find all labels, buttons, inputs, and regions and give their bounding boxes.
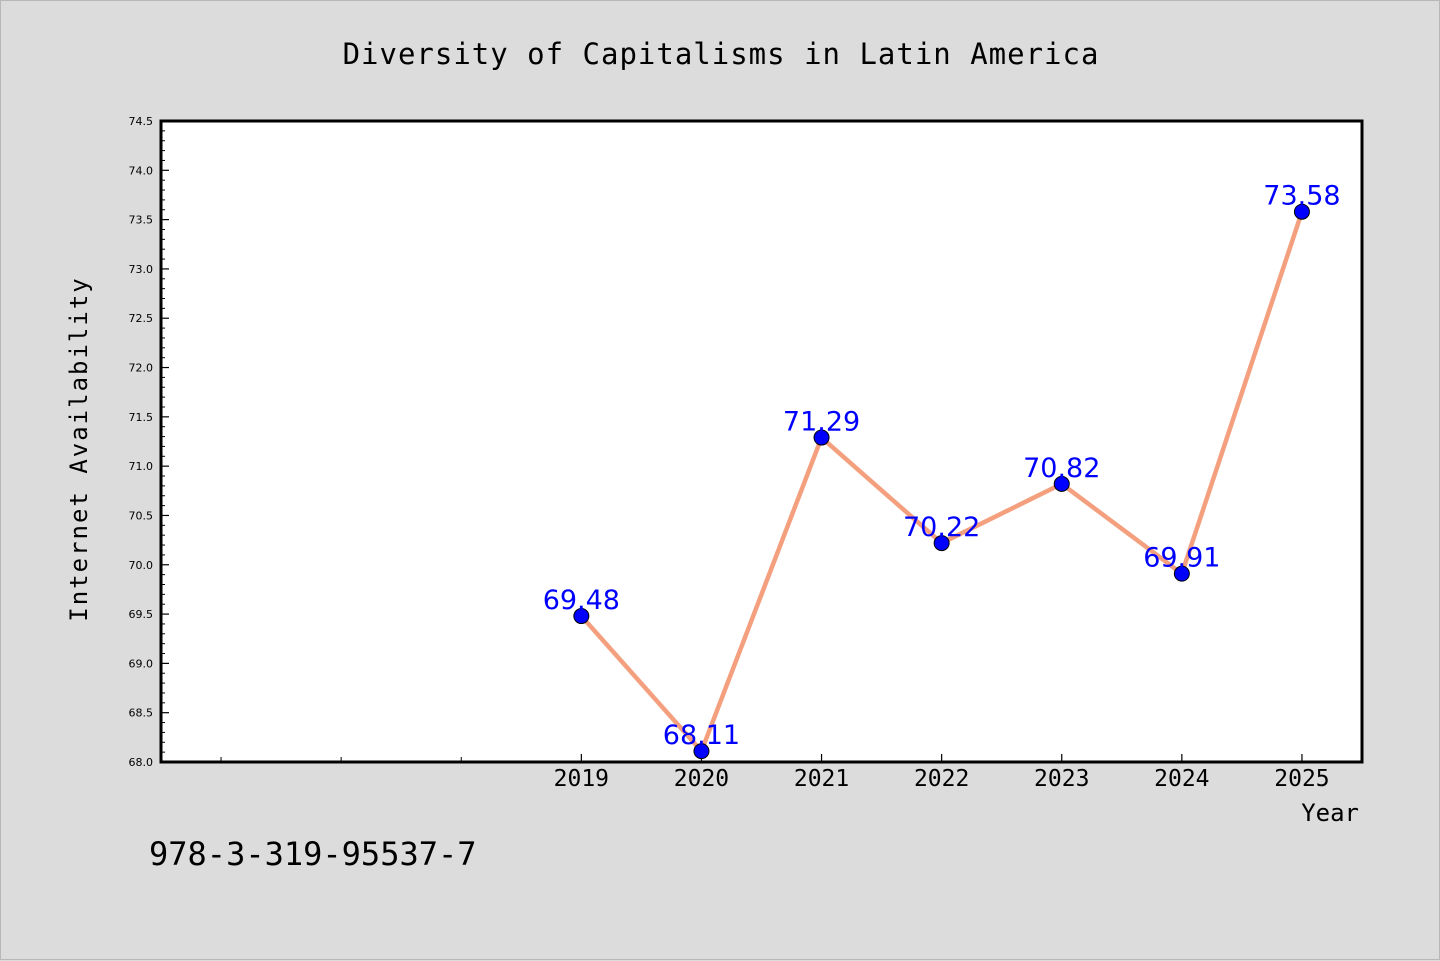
y-tick-label: 71.5 bbox=[129, 411, 154, 424]
data-point bbox=[573, 608, 590, 625]
data-point bbox=[1293, 203, 1310, 220]
data-label: 69.48 bbox=[543, 585, 620, 616]
y-tick-label: 73.0 bbox=[129, 263, 154, 276]
x-axis: 2019 2020 2021 2022 2023 2024 2025 bbox=[220, 754, 1330, 792]
x-tick-label: 2021 bbox=[794, 766, 849, 792]
data-point bbox=[1173, 565, 1190, 582]
y-tick-label: 68.5 bbox=[129, 707, 154, 720]
x-tick-label: 2020 bbox=[674, 766, 729, 792]
data-label: 69.91 bbox=[1143, 543, 1220, 574]
data-label: 68.11 bbox=[663, 720, 740, 751]
y-tick-label: 69.5 bbox=[129, 608, 154, 621]
y-tick-label: 74.0 bbox=[129, 164, 154, 177]
isbn-annotation: 978-3-319-95537-7 bbox=[149, 835, 477, 873]
x-tick-label: 2023 bbox=[1034, 766, 1089, 792]
x-tick-label: 2025 bbox=[1274, 766, 1329, 792]
y-tick-label: 70.5 bbox=[129, 509, 154, 522]
y-tick-label: 70.0 bbox=[129, 559, 154, 572]
data-point bbox=[1053, 475, 1070, 492]
y-tick-label: 72.0 bbox=[129, 362, 154, 375]
data-point bbox=[933, 535, 950, 552]
chart-title: Diversity of Capitalisms in Latin Americ… bbox=[343, 37, 1100, 71]
y-tick-label: 72.5 bbox=[129, 312, 154, 325]
x-tick-label: 2019 bbox=[554, 766, 609, 792]
series-group: 69.48 68.11 71.29 70.22 70.82 69.91 73.58 bbox=[543, 181, 1341, 760]
y-tick-label: 68.0 bbox=[129, 756, 154, 769]
plot-area bbox=[159, 119, 1364, 764]
y-tick-label: 73.5 bbox=[129, 214, 154, 227]
y-axis: 68.0 68.5 69.0 69.5 70.0 70.5 71.0 71.5 72.0 72.5… bbox=[129, 115, 169, 769]
x-tick-label: 2024 bbox=[1154, 766, 1209, 792]
y-tick-label: 74.5 bbox=[129, 115, 154, 128]
data-label: 70.22 bbox=[903, 512, 980, 543]
y-tick-label: 69.0 bbox=[129, 657, 154, 670]
x-tick-label: 2022 bbox=[914, 766, 969, 792]
x-axis-label: Year bbox=[1301, 799, 1359, 827]
y-tick-label: 71.0 bbox=[129, 460, 154, 473]
data-label: 73.58 bbox=[1263, 181, 1340, 212]
y-axis-label: Internet Availability bbox=[65, 276, 93, 621]
data-point bbox=[813, 429, 830, 446]
data-label: 70.82 bbox=[1023, 453, 1100, 484]
data-label: 71.29 bbox=[783, 407, 860, 438]
data-point bbox=[693, 743, 710, 760]
